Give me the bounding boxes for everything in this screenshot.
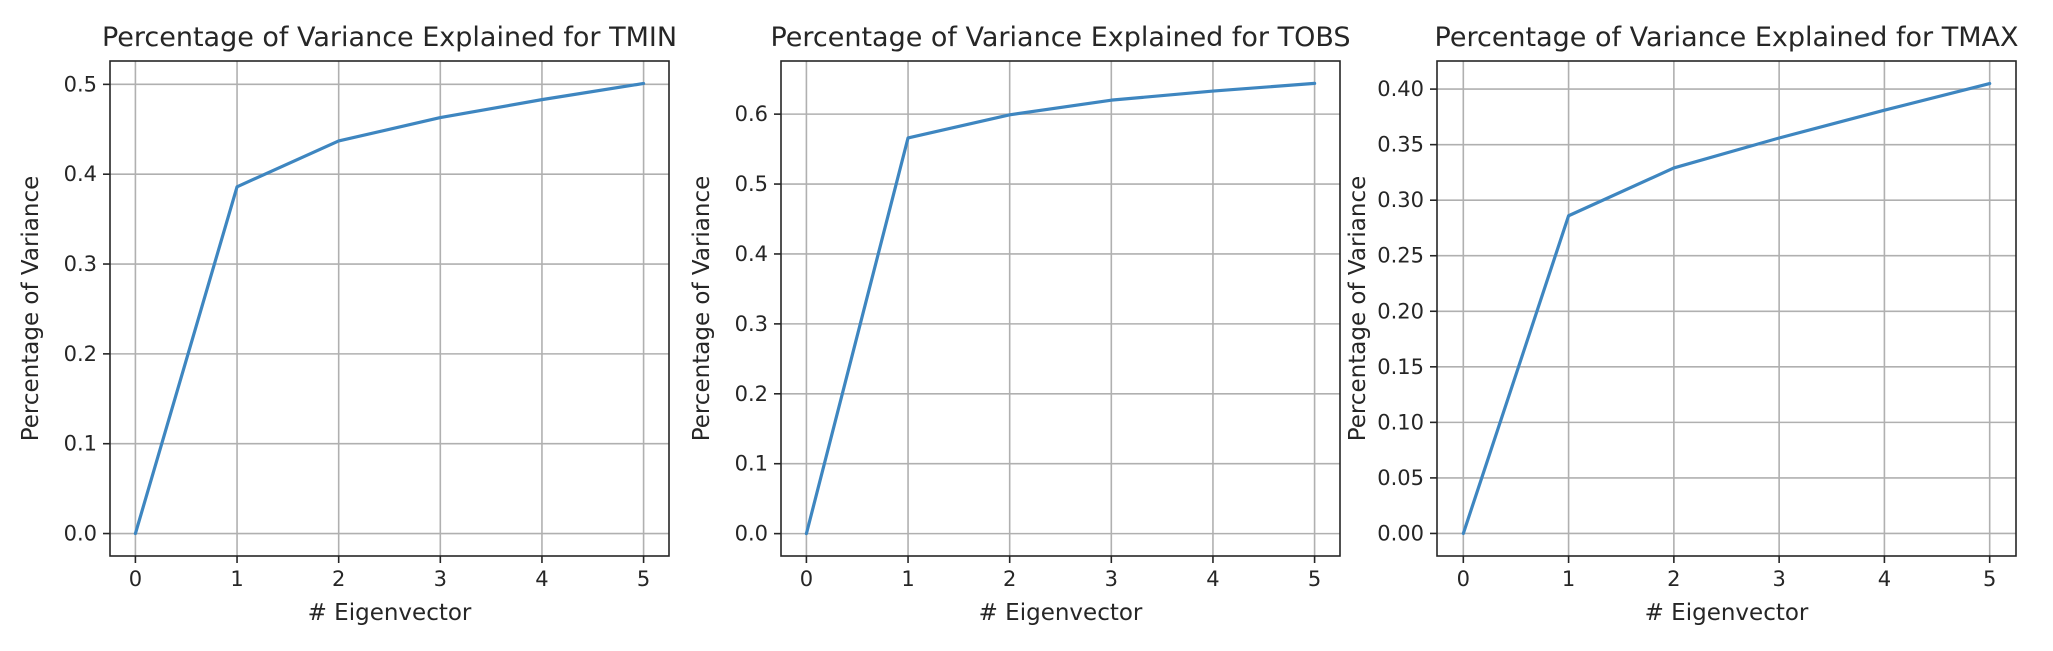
- x-axis-label: # Eigenvector: [308, 600, 472, 626]
- x-tick-label: 3: [434, 567, 447, 591]
- x-tick-label: 3: [1105, 567, 1118, 591]
- x-tick-label: 1: [1562, 567, 1575, 591]
- y-tick-label: 0.6: [735, 102, 768, 126]
- y-tick-label: 0.1: [64, 432, 97, 456]
- x-tick-label: 5: [1983, 567, 1996, 591]
- x-tick-label: 0: [1457, 567, 1470, 591]
- x-axis-label: # Eigenvector: [1645, 600, 1809, 626]
- x-tick-label: 0: [800, 567, 813, 591]
- series-line: [133, 81, 646, 536]
- series-line: [1461, 81, 1992, 536]
- y-tick-label: 0.0: [735, 522, 768, 546]
- y-tick-label: 0.25: [1377, 244, 1424, 268]
- y-tick-label: 0.10: [1377, 410, 1424, 434]
- y-tick-label: 0.40: [1377, 77, 1424, 101]
- x-tick-label: 4: [1206, 567, 1219, 591]
- x-tick-label: 2: [1003, 567, 1016, 591]
- x-tick-label: 4: [1878, 567, 1891, 591]
- chart-panel-2: 0 1 2 3 4 5 0.0 0.1 0.2 0.3 0.4 0.5 0.6 Percentage of…: [689, 22, 1351, 626]
- y-tick-label: 0.05: [1377, 466, 1424, 490]
- y-tick-label: 0.1: [735, 452, 768, 476]
- x-tick-label: 5: [1308, 567, 1321, 591]
- y-tick-label: 0.15: [1377, 355, 1424, 379]
- y-axis-label: Percentage of Variance: [18, 176, 44, 442]
- x-tick-label: 4: [535, 567, 548, 591]
- y-tick-label: 0.00: [1377, 521, 1424, 545]
- x-tick-label: 1: [901, 567, 914, 591]
- y-tick-label: 0.5: [735, 172, 768, 196]
- y-tick-label: 0.35: [1377, 133, 1424, 157]
- chart-panel-3: 0 1 2 3 4 5 0.00 0.05 0.10 0.15 0.20 0.25 0.30 0.35 0.…: [1345, 22, 2018, 626]
- y-tick-label: 0.2: [735, 382, 768, 406]
- y-tick-label: 0.3: [735, 312, 768, 336]
- x-tick-label: 0: [129, 567, 142, 591]
- y-axis-label: Percentage of Variance: [1345, 176, 1371, 442]
- x-tick-label: 5: [637, 567, 650, 591]
- x-tick-label: 3: [1772, 567, 1785, 591]
- plot-frame: [109, 60, 670, 557]
- x-axis-label: # Eigenvector: [979, 600, 1143, 626]
- x-tick-label: 1: [230, 567, 243, 591]
- x-tick-label: 2: [1667, 567, 1680, 591]
- y-tick-label: 0.4: [64, 162, 97, 186]
- x-tick-label: 2: [332, 567, 345, 591]
- y-tick-label: 0.0: [64, 522, 97, 546]
- chart-title: Percentage of Variance Explained for TMA…: [1435, 22, 2019, 53]
- series-line: [804, 81, 1317, 536]
- chart-title: Percentage of Variance Explained for TOB…: [770, 22, 1350, 53]
- y-axis-label: Percentage of Variance: [689, 176, 715, 442]
- y-tick-label: 0.30: [1377, 188, 1424, 212]
- y-tick-label: 0.4: [735, 242, 768, 266]
- chart-title: Percentage of Variance Explained for TMI…: [102, 22, 677, 53]
- y-tick-label: 0.5: [64, 72, 97, 96]
- y-tick-label: 0.2: [64, 342, 97, 366]
- y-tick-label: 0.20: [1377, 299, 1424, 323]
- plot-frame: [1436, 60, 2017, 557]
- y-tick-label: 0.3: [64, 252, 97, 276]
- plot-frame: [780, 60, 1341, 557]
